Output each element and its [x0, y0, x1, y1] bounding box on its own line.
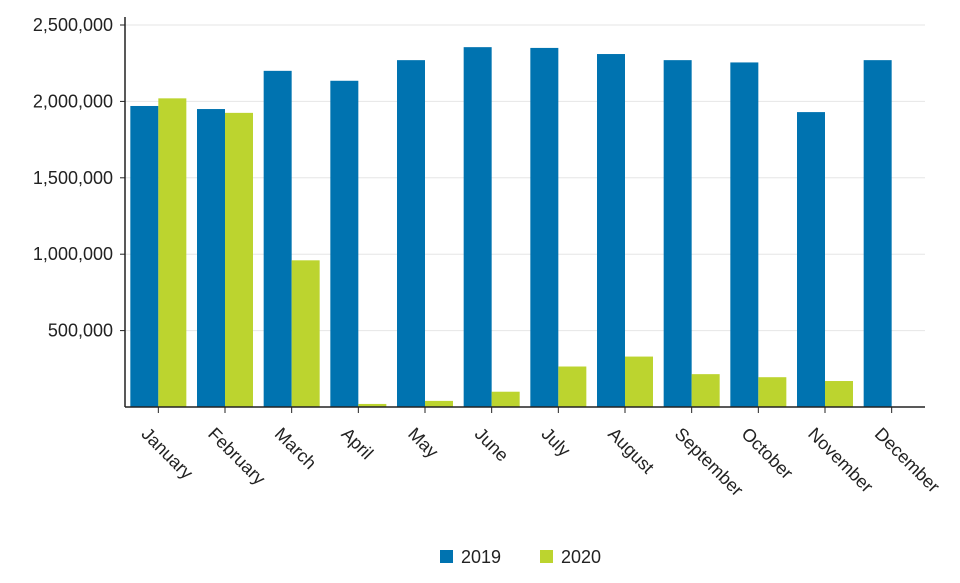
bar-2019-may: [397, 60, 425, 407]
x-tick-label: March: [271, 424, 321, 474]
x-tick-label: April: [338, 424, 378, 464]
bar-2019-november: [797, 112, 825, 407]
y-tick-label: 1,000,000: [33, 244, 113, 264]
bar-2019-march: [263, 70, 292, 407]
x-tick-label: May: [404, 424, 442, 462]
bar-2020-february: [225, 112, 253, 408]
bar-2020-october: [758, 377, 787, 407]
bar-2020-april: [358, 403, 387, 407]
y-tick-labels: 500,000 1,000,000 1,500,000 2,000,000 2,500,…: [33, 15, 113, 341]
bar-2020-january: [158, 98, 187, 408]
x-tick-label: October: [738, 424, 797, 483]
bar-2020-september: [691, 374, 720, 407]
y-tick-label: 500,000: [48, 321, 113, 341]
bar-2019-july: [530, 47, 559, 408]
legend-label-2020: 2020: [561, 547, 601, 567]
x-tick-label: February: [204, 424, 269, 489]
bar-2019-june: [463, 47, 492, 407]
bars: [130, 47, 892, 408]
bar-2020-november: [825, 381, 853, 407]
x-tick-label: November: [804, 424, 877, 497]
bar-2020-june: [491, 391, 520, 407]
bar-2019-january: [130, 105, 159, 407]
bar-2019-october: [730, 62, 759, 407]
legend-swatch-2020: [540, 550, 553, 563]
bar-2019-april: [330, 80, 359, 407]
bar-2020-march: [291, 260, 320, 407]
bar-2019-september: [663, 60, 692, 407]
x-tick-label: June: [471, 424, 513, 466]
bar-2020-may: [425, 400, 453, 407]
x-tick-label: September: [671, 424, 747, 500]
y-tick-label: 2,000,000: [33, 91, 113, 111]
x-tick-label: July: [538, 424, 575, 461]
y-tick-label: 2,500,000: [33, 15, 113, 35]
legend-swatch-2019: [440, 550, 453, 563]
y-tick-label: 1,500,000: [33, 168, 113, 188]
bar-2019-december: [863, 60, 892, 407]
bar-2020-july: [558, 366, 587, 407]
grid-lines: [125, 24, 925, 332]
bar-2020-august: [625, 356, 653, 407]
axes: [120, 17, 925, 413]
bar-2019-february: [197, 109, 225, 407]
x-tick-label: January: [138, 424, 197, 483]
x-tick-label: December: [871, 424, 944, 497]
x-tick-label: August: [604, 424, 658, 478]
legend: 2019 2020: [440, 547, 601, 567]
legend-label-2019: 2019: [461, 547, 501, 567]
bar-2019-august: [597, 54, 625, 407]
x-tick-labels: January February March April May June July Augu…: [138, 424, 944, 500]
